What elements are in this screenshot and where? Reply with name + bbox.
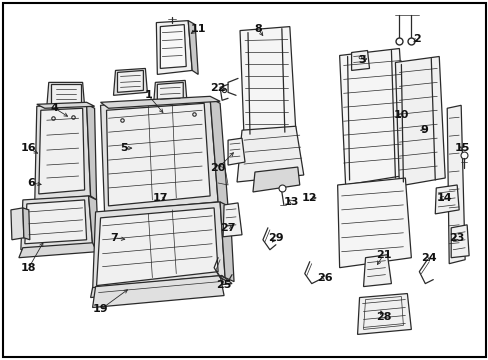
Polygon shape: [51, 84, 81, 104]
Polygon shape: [210, 98, 227, 208]
Text: 13: 13: [284, 197, 299, 207]
Polygon shape: [92, 276, 224, 307]
Text: 24: 24: [421, 253, 436, 263]
Polygon shape: [25, 200, 86, 244]
Polygon shape: [113, 68, 147, 95]
Text: 16: 16: [21, 143, 37, 153]
Polygon shape: [220, 202, 234, 282]
Polygon shape: [339, 49, 407, 185]
Text: 27: 27: [220, 223, 235, 233]
Polygon shape: [160, 24, 186, 68]
Polygon shape: [47, 82, 84, 107]
Polygon shape: [337, 178, 410, 268]
Polygon shape: [223, 203, 242, 237]
Text: 21: 21: [375, 250, 390, 260]
Text: 23: 23: [448, 233, 464, 243]
Polygon shape: [252, 167, 299, 192]
Polygon shape: [157, 82, 183, 104]
Polygon shape: [37, 102, 94, 108]
Text: 8: 8: [254, 24, 261, 33]
Polygon shape: [86, 104, 96, 200]
Text: 4: 4: [51, 103, 59, 113]
Text: 12: 12: [302, 193, 317, 203]
Polygon shape: [153, 80, 187, 107]
Text: 26: 26: [316, 273, 332, 283]
Polygon shape: [237, 126, 303, 182]
Polygon shape: [117, 71, 143, 92]
Text: 9: 9: [420, 125, 427, 135]
Text: 10: 10: [393, 110, 408, 120]
Text: 15: 15: [453, 143, 469, 153]
Text: 1: 1: [144, 90, 152, 100]
Polygon shape: [351, 50, 369, 71]
Polygon shape: [450, 225, 468, 258]
Text: 20: 20: [210, 163, 225, 173]
Text: 11: 11: [190, 24, 205, 33]
Polygon shape: [39, 108, 84, 194]
Text: 25: 25: [216, 280, 231, 289]
Text: 7: 7: [110, 233, 118, 243]
Text: 17: 17: [152, 193, 168, 203]
Polygon shape: [88, 196, 99, 248]
Polygon shape: [188, 21, 198, 75]
Text: 6: 6: [27, 178, 35, 188]
Text: 19: 19: [93, 305, 108, 315]
Text: 2: 2: [413, 33, 420, 44]
Polygon shape: [11, 208, 24, 240]
Text: 18: 18: [21, 263, 37, 273]
Text: 3: 3: [358, 55, 366, 66]
Text: 29: 29: [267, 233, 283, 243]
Polygon shape: [447, 105, 464, 264]
Polygon shape: [101, 98, 218, 212]
Polygon shape: [156, 21, 192, 75]
Polygon shape: [395, 57, 444, 186]
Polygon shape: [363, 255, 390, 287]
Text: 14: 14: [435, 193, 451, 203]
Polygon shape: [19, 243, 96, 258]
Polygon shape: [357, 293, 410, 334]
Text: 22: 22: [210, 84, 225, 93]
Text: 5: 5: [121, 143, 128, 153]
Polygon shape: [434, 185, 458, 214]
Polygon shape: [92, 202, 224, 292]
Polygon shape: [35, 104, 90, 200]
Polygon shape: [96, 208, 218, 285]
Polygon shape: [227, 138, 244, 165]
Polygon shape: [240, 27, 295, 136]
Polygon shape: [21, 196, 92, 250]
Polygon shape: [101, 96, 220, 108]
Polygon shape: [90, 276, 232, 298]
Polygon shape: [23, 208, 30, 240]
Polygon shape: [106, 103, 210, 206]
Text: 28: 28: [375, 312, 390, 323]
